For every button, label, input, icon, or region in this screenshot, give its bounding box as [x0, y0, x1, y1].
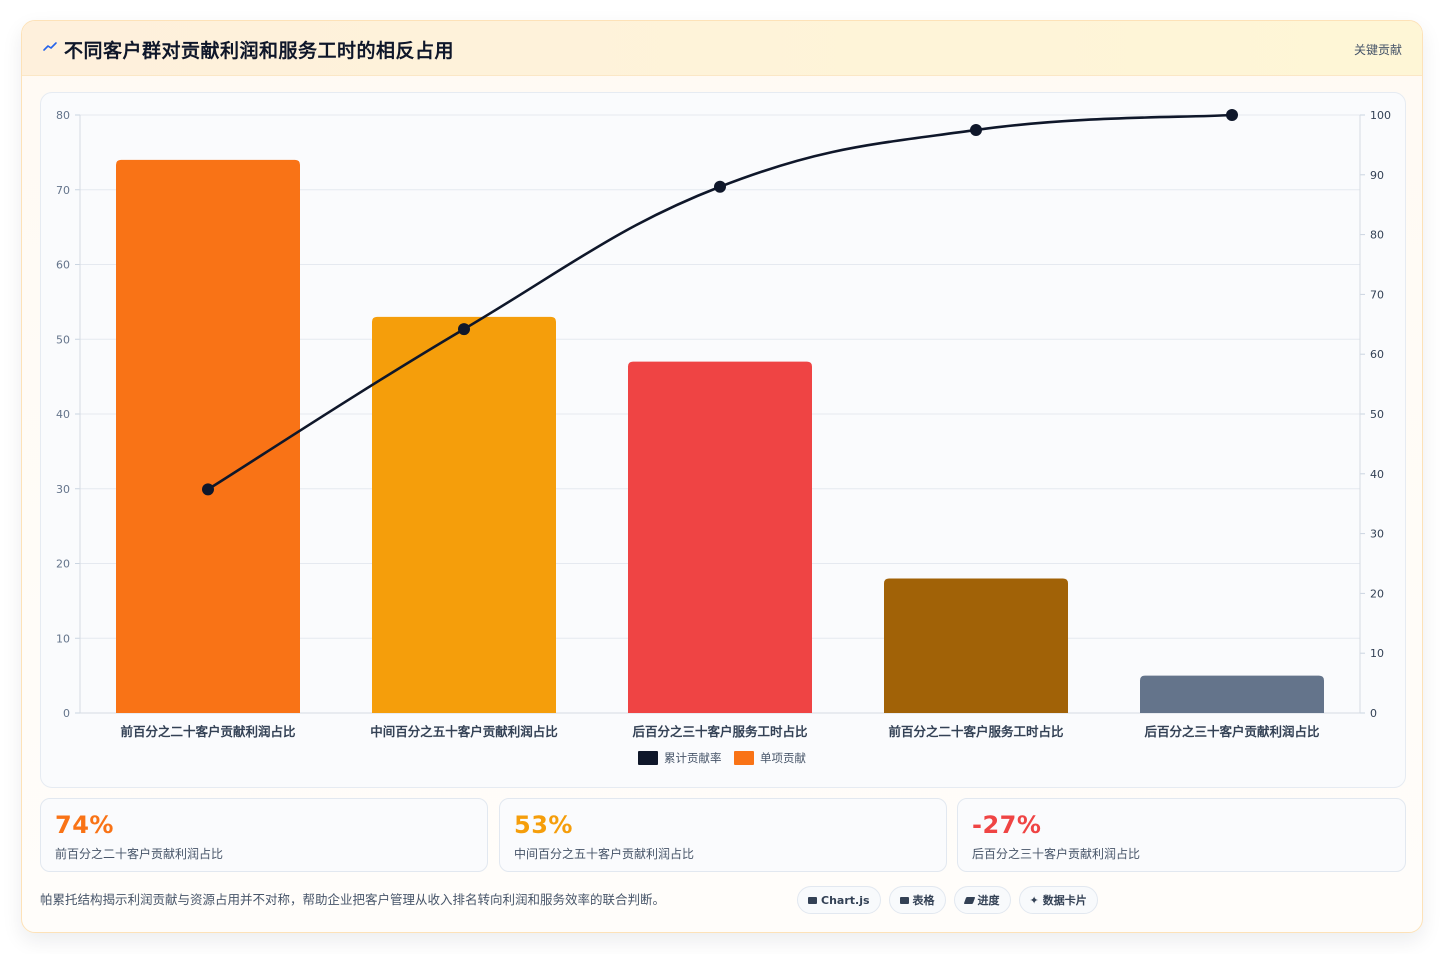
progress-icon	[963, 896, 975, 904]
legend-swatch	[734, 751, 754, 765]
kpi-label: 中间百分之五十客户贡献利润占比	[514, 847, 695, 861]
table-icon	[899, 896, 909, 904]
y-left-tick-label: 70	[56, 184, 70, 197]
y-left-tick-label: 60	[56, 259, 70, 272]
kpi-label: 前百分之二十客户贡献利润占比	[55, 847, 224, 861]
chart-panel: 0 10 20 30 40 50 60 70 80 0 10 20 30 40 50 60 70 80 90 100 前…	[40, 92, 1406, 788]
y-right-tick-label: 10	[1370, 647, 1384, 660]
line-point	[970, 123, 982, 136]
bar	[884, 578, 1068, 713]
y-left-tick-label: 80	[56, 109, 70, 122]
x-tick-label: 中间百分之五十客户贡献利润占比	[370, 724, 558, 739]
y-left-tick-label: 50	[56, 333, 70, 346]
y-left-tick-label: 40	[56, 408, 70, 421]
x-tick-label: 前百分之二十客户服务工时占比	[888, 724, 1064, 739]
kpi-card-top20-profit: 74% 前百分之二十客户贡献利润占比	[40, 798, 488, 872]
y-left-tick-label: 30	[56, 483, 70, 496]
chart-card: 不同客户群对贡献利润和服务工时的相反占用 关键贡献 0 10 20 30 40 50 60 7…	[21, 20, 1423, 933]
chip-chartjs[interactable]: Chart.js	[797, 886, 881, 914]
page-title: 不同客户群对贡献利润和服务工时的相反占用	[64, 40, 455, 62]
legend-swatch	[638, 751, 658, 765]
y-right-tick-label: 30	[1370, 528, 1384, 541]
kpi-value: 53%	[514, 811, 573, 839]
chip-table[interactable]: 表格	[888, 886, 946, 914]
line-point	[458, 323, 470, 336]
y-right-tick-label: 40	[1370, 468, 1384, 481]
header-tag: 关键贡献	[1353, 43, 1402, 57]
kpi-label: 后百分之三十客户贡献利润占比	[972, 847, 1141, 861]
y-left-tick-label: 0	[63, 707, 70, 720]
chip-progress[interactable]: 进度	[953, 886, 1011, 914]
y-left-tick-label: 20	[56, 558, 70, 571]
y-right-tick-label: 90	[1370, 169, 1384, 182]
kpi-value: 74%	[55, 811, 114, 839]
y-right-tick-label: 0	[1370, 707, 1377, 720]
y-right-tick-label: 80	[1370, 229, 1384, 242]
line-point	[1226, 109, 1238, 121]
legend-label: 累计贡献率	[664, 751, 722, 765]
y-right-tick-label: 60	[1370, 348, 1384, 361]
chip-label: 数据卡片	[1042, 894, 1087, 907]
x-tick-label: 前百分之二十客户贡献利润占比	[120, 724, 296, 739]
bar	[628, 361, 812, 713]
line-point	[714, 180, 726, 193]
line-point	[202, 483, 214, 496]
kpi-card-mid50-profit: 53% 中间百分之五十客户贡献利润占比	[499, 798, 947, 872]
y-right-tick-label: 50	[1370, 408, 1384, 421]
chip-label: Chart.js	[821, 893, 870, 907]
chart-icon	[808, 896, 817, 904]
y-right-tick-label: 100	[1370, 109, 1391, 122]
footnote: 帕累托结构揭示利润贡献与资源占用并不对称，帮助企业把客户管理从收入排名转向利润和…	[40, 892, 666, 907]
x-tick-label: 后百分之三十客户服务工时占比	[632, 724, 808, 739]
chip-data-card[interactable]: ✦ 数据卡片	[1018, 886, 1098, 914]
legend-label: 单项贡献	[760, 751, 806, 765]
y-left-tick-label: 10	[56, 632, 70, 645]
chip-label: 进度	[977, 894, 1000, 907]
bar	[116, 159, 300, 714]
x-tick-label: 后百分之三十客户贡献利润占比	[1144, 724, 1320, 739]
bar	[372, 316, 556, 713]
kpi-value: -27%	[972, 811, 1042, 839]
sparkle-icon: ✦	[1029, 893, 1039, 907]
bar	[1140, 675, 1324, 713]
y-right-tick-label: 20	[1370, 587, 1384, 600]
trend-icon	[43, 42, 57, 51]
pareto-chart: 0 10 20 30 40 50 60 70 80 0 10 20 30 40 50 60 70 80 90 100 前…	[56, 109, 1391, 765]
chip-label: 表格	[912, 894, 935, 907]
kpi-card-bottom30-profit: -27% 后百分之三十客户贡献利润占比	[957, 798, 1406, 872]
y-right-tick-label: 70	[1370, 288, 1384, 301]
card-header: 不同客户群对贡献利润和服务工时的相反占用 关键贡献	[22, 21, 1422, 76]
chip-row: Chart.js 表格 进度 ✦ 数据卡片	[797, 886, 1098, 914]
